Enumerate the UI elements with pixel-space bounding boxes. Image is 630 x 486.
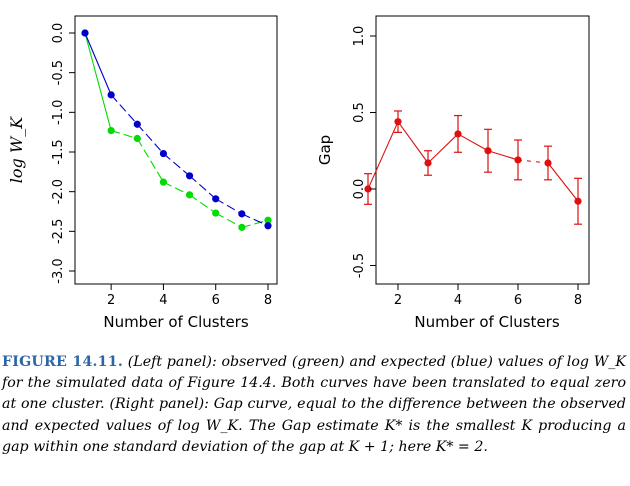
- left-y-axis-label: log W_K: [7, 116, 26, 184]
- left-plot-area: [81, 29, 272, 231]
- right-Gap-point: [364, 185, 372, 193]
- left-expected-segment: [189, 175, 217, 200]
- right-y-axis-label: Gap: [316, 135, 334, 165]
- left-expected-segment: [163, 153, 190, 177]
- caption-label: FIGURE 14.11.: [2, 354, 123, 370]
- left-y-tick-label: -1.5: [51, 139, 66, 164]
- left-y-tick-label: -3.0: [51, 258, 66, 283]
- left-observed-segment: [110, 130, 138, 140]
- right-y-tick-label: 0.5: [352, 102, 367, 123]
- right-x-tick-label: 8: [574, 293, 582, 308]
- left-x-axis-label: Number of Clusters: [103, 313, 248, 331]
- left-observed-segment: [163, 181, 190, 196]
- right-Gap-segment: [397, 121, 429, 164]
- left-expected-segment: [241, 213, 269, 227]
- left-expected-point: [159, 149, 168, 158]
- left-expected-segment: [215, 198, 243, 215]
- left-x-tick-label: 2: [107, 293, 115, 308]
- right-Gap-segment: [487, 150, 519, 161]
- right-Gap-point: [484, 147, 492, 155]
- right-y-tick-label: 0.0: [352, 179, 367, 200]
- left-observed-point: [133, 134, 141, 143]
- left-x-tick-label: 4: [159, 293, 167, 308]
- left-y-tick-label: -0.5: [51, 60, 66, 85]
- figure: 0.0 -0.5 -1.0 -1.5 -2.0 -2.5 -3.0 2 4 6 8 log W_K…: [7, 15, 590, 331]
- right-panel: -0.5 0.0 0.5 1.0 2 4 6 8 Gap Number of Cluster…: [316, 15, 590, 331]
- right-x-tick-label: 6: [514, 293, 522, 308]
- right-x-tick-label: 2: [394, 293, 402, 308]
- left-expected-segment: [110, 94, 138, 125]
- left-x-tick-label: 8: [264, 293, 272, 308]
- left-observed-point: [107, 126, 115, 135]
- right-Gap-point: [424, 159, 432, 167]
- left-panel: 0.0 -0.5 -1.0 -1.5 -2.0 -2.5 -3.0 2 4 6 8 log W_K…: [7, 15, 278, 331]
- right-x-axis-label: Number of Clusters: [414, 313, 559, 331]
- right-Gap-point: [454, 130, 462, 138]
- right-Gap-point: [544, 159, 552, 167]
- left-observed-segment: [189, 194, 217, 214]
- right-Gap-point: [514, 156, 522, 164]
- left-expected-point: [264, 222, 272, 230]
- right-Gap-segment: [457, 133, 489, 152]
- left-expected-point: [133, 120, 141, 128]
- left-expected-point: [238, 210, 246, 218]
- left-observed-point: [238, 223, 246, 231]
- figure-caption: FIGURE 14.11. (Left panel): observed (gr…: [2, 352, 626, 458]
- left-expected-point: [212, 195, 220, 203]
- left-observed-point: [185, 191, 194, 199]
- left-plot-frame: [74, 15, 278, 285]
- left-y-tick-label: 0.0: [51, 23, 66, 44]
- right-Gap-segment: [517, 159, 549, 164]
- right-Gap-point: [394, 118, 402, 126]
- right-y-tick-label: -0.5: [352, 253, 367, 278]
- right-Gap-segment: [547, 162, 579, 202]
- left-expected-point: [81, 29, 89, 37]
- left-x-tick-label: 6: [212, 293, 220, 308]
- left-observed-segment: [136, 138, 164, 183]
- left-expected-segment: [84, 32, 112, 96]
- right-plot-area: [364, 110, 582, 225]
- left-observed-segment: [215, 212, 243, 228]
- right-Gap-point: [574, 197, 582, 205]
- caption-text: (Left panel): observed (green) and expec…: [2, 354, 626, 455]
- right-plot-frame: [375, 15, 590, 285]
- left-expected-point: [185, 172, 194, 180]
- right-Gap-segment: [427, 133, 459, 164]
- right-x-axis: 2 4 6 8: [394, 284, 582, 308]
- right-y-axis: -0.5 0.0 0.5 1.0: [352, 26, 376, 278]
- left-y-tick-label: -1.0: [51, 100, 66, 125]
- right-y-tick-label: 1.0: [352, 26, 367, 47]
- left-expected-point: [107, 91, 115, 99]
- left-observed-point: [159, 178, 168, 186]
- left-expected-segment: [136, 123, 164, 154]
- left-x-axis: 2 4 6 8: [107, 284, 272, 308]
- left-y-tick-label: -2.0: [51, 179, 66, 204]
- left-observed-segment: [241, 219, 269, 228]
- right-x-tick-label: 4: [454, 293, 462, 308]
- left-observed-segment: [84, 32, 112, 131]
- left-observed-point: [264, 216, 272, 224]
- right-Gap-segment: [367, 121, 399, 190]
- left-y-axis: 0.0 -0.5 -1.0 -1.5 -2.0 -2.5 -3.0: [51, 23, 75, 284]
- left-y-tick-label: -2.5: [51, 219, 66, 244]
- left-observed-point: [212, 209, 220, 217]
